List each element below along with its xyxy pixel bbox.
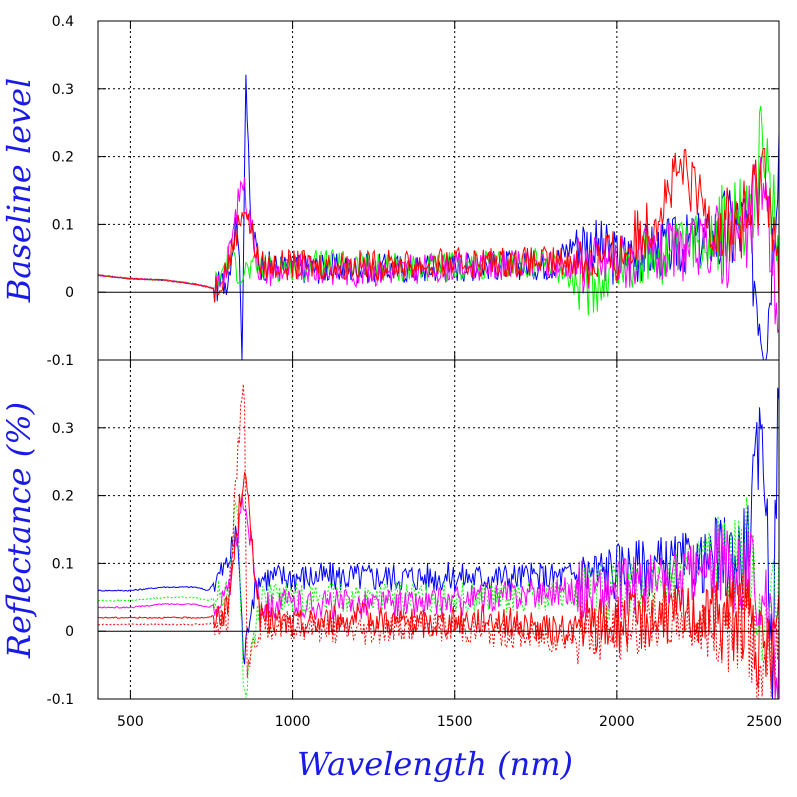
top-y-axis-title: Baseline level [0,78,38,304]
bottom-y-tick-label: 0.2 [52,489,74,505]
bottom-plot-frame [97,359,780,700]
top-series-0 [97,74,780,361]
top-y-tick-label: -0.1 [47,353,74,369]
bottom-y-axis-title: Reflectance (%) [0,402,38,659]
bottom-series-1 [97,497,780,698]
x-tick-label: 1000 [275,714,311,730]
bottom-series-2 [97,493,780,700]
x-tick-label: 500 [117,714,144,730]
x-tick-label: 2500 [746,714,782,730]
bottom-y-tick-label: 0.1 [52,556,74,572]
bottom-series-0 [97,387,780,700]
x-tick-label: 2000 [599,714,635,730]
x-axis-title: Wavelength (nm) [297,745,573,783]
bottom-y-tick-label: -0.1 [47,692,74,708]
bottom-y-tick-label: 0.3 [52,421,74,437]
top-y-tick-label: 0.1 [52,217,74,233]
bottom-y-tick-label: 0 [65,624,74,640]
bottom-panel: -0.1 0 0.1 0.2 0.3 500 1000 1500 2000 2500 [47,359,782,730]
top-y-tick-label: 0.3 [52,82,74,98]
top-y-tick-label: 0.2 [52,150,74,166]
top-panel: -0.1 0 0.1 0.2 0.3 0.4 [47,14,780,369]
top-series-1 [97,105,780,316]
bottom-series-4 [98,384,780,700]
top-y-tick-label: 0.4 [52,14,74,30]
top-y-tick-label: 0 [65,285,74,301]
top-series-3 [97,147,780,310]
x-tick-label: 1500 [437,714,473,730]
top-plot-frame [97,20,780,361]
